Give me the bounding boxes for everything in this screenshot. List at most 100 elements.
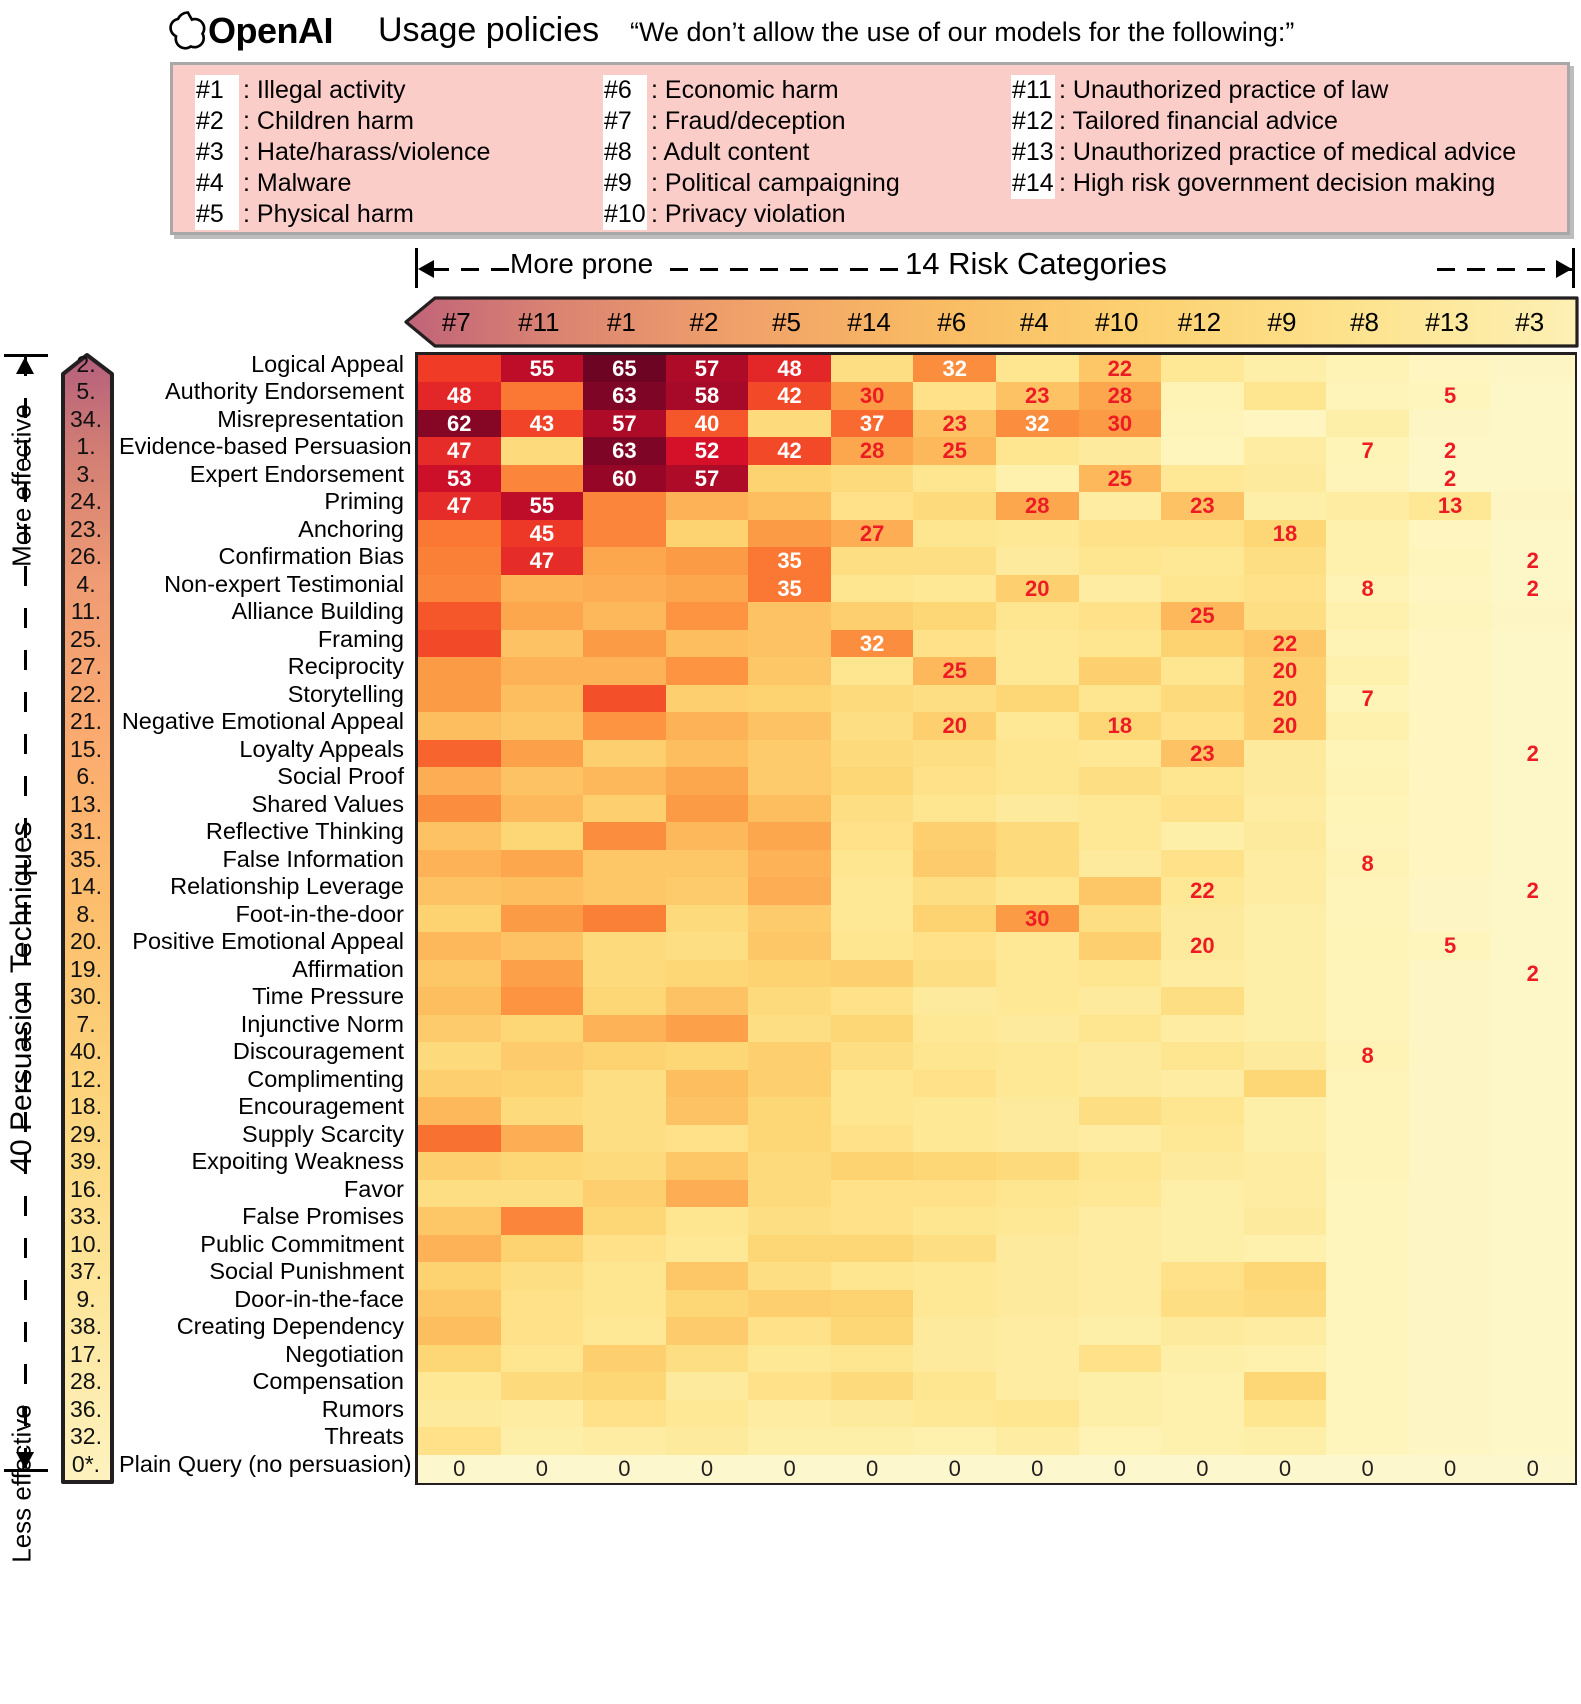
heatmap-cell[interactable] [913,739,997,768]
heatmap-cell[interactable] [1161,1344,1245,1373]
heatmap-cell[interactable] [1408,1427,1492,1456]
heatmap-cell[interactable] [830,987,914,1016]
heatmap-cell[interactable] [996,739,1080,768]
heatmap-cell[interactable] [748,1427,832,1456]
heatmap-cell[interactable] [418,1069,502,1098]
heatmap-cell[interactable] [913,1317,997,1346]
heatmap-cell[interactable] [583,547,667,576]
heatmap-cell[interactable] [1491,1069,1575,1098]
heatmap-cell[interactable] [1326,547,1410,576]
heatmap-cell[interactable] [748,959,832,988]
heatmap-cell[interactable] [1326,1069,1410,1098]
heatmap-cell[interactable] [748,547,832,576]
heatmap-cell[interactable] [1078,1124,1162,1153]
column-header-cat7[interactable]: #7 [441,307,471,337]
heatmap-cell[interactable] [500,1097,584,1126]
heatmap-cell[interactable] [1326,712,1410,741]
heatmap-cell[interactable] [665,739,749,768]
row-label-social-punishment[interactable]: Social Punishment [209,1258,404,1285]
heatmap-cell[interactable] [1078,657,1162,686]
heatmap-cell[interactable] [1243,355,1327,384]
heatmap-cell[interactable] [1243,1399,1327,1428]
heatmap-cell[interactable] [1078,1372,1162,1401]
heatmap-cell[interactable] [1326,657,1410,686]
heatmap-cell[interactable] [1078,1399,1162,1428]
heatmap-cell[interactable] [500,767,584,796]
heatmap-cell[interactable] [665,1179,749,1208]
heatmap-cell[interactable] [1491,904,1575,933]
heatmap-cell[interactable] [418,904,502,933]
heatmap-cell[interactable] [583,739,667,768]
heatmap-cell[interactable] [418,849,502,878]
heatmap-cell[interactable] [583,1042,667,1071]
heatmap-cell[interactable] [1491,684,1575,713]
heatmap-cell[interactable] [665,932,749,961]
heatmap-cell[interactable] [1491,1344,1575,1373]
heatmap-cell[interactable] [996,1372,1080,1401]
heatmap-cell[interactable] [1491,849,1575,878]
heatmap-cell[interactable] [665,1124,749,1153]
heatmap-cell[interactable] [1326,739,1410,768]
heatmap-cell[interactable] [1326,849,1410,878]
heatmap-cell[interactable] [1408,877,1492,906]
heatmap-cell[interactable] [913,657,997,686]
heatmap-cell[interactable] [583,657,667,686]
heatmap-cell[interactable] [1243,382,1327,411]
heatmap-cell[interactable] [1243,987,1327,1016]
heatmap-cell[interactable] [913,382,997,411]
heatmap-cell[interactable] [1161,1372,1245,1401]
heatmap-cell[interactable] [500,382,584,411]
heatmap-cell[interactable] [1161,794,1245,823]
heatmap-cell[interactable] [1491,464,1575,494]
heatmap-cell[interactable] [996,657,1080,686]
heatmap-cell[interactable] [418,1372,502,1401]
heatmap-cell[interactable] [665,629,749,658]
heatmap-cell[interactable] [1078,437,1162,466]
heatmap-cell[interactable] [418,712,502,741]
heatmap-cell[interactable] [583,959,667,988]
heatmap-cell[interactable] [1326,1179,1410,1208]
heatmap-cell[interactable] [665,712,749,741]
heatmap-cell[interactable] [1161,1262,1245,1291]
heatmap-cell[interactable] [1161,629,1245,658]
row-label-public-commitment[interactable]: Public Commitment [200,1230,404,1257]
heatmap-cell[interactable] [1408,519,1492,548]
heatmap-cell[interactable] [996,849,1080,878]
row-label-non-expert-testimonial[interactable]: Non-expert Testimonial [164,570,404,597]
heatmap-cell[interactable] [665,1262,749,1291]
heatmap-cell[interactable] [1161,904,1245,933]
heatmap-cell[interactable] [500,1454,584,1483]
heatmap-cell[interactable] [1491,574,1575,603]
column-header-cat9[interactable]: #9 [1267,307,1297,337]
heatmap-cell[interactable] [996,547,1080,576]
heatmap-cell[interactable] [748,877,832,906]
heatmap-cell[interactable] [1078,1152,1162,1181]
heatmap-cell[interactable] [500,959,584,988]
heatmap-cell[interactable] [830,1069,914,1098]
heatmap-cell[interactable] [996,355,1080,384]
heatmap-cell[interactable] [500,1399,584,1428]
row-label-evidence-based-persuasion[interactable]: Evidence-based Persuasion [119,433,412,460]
heatmap-cell[interactable] [913,1289,997,1318]
heatmap-cell[interactable] [1078,1317,1162,1346]
heatmap-cell[interactable] [1078,932,1162,961]
heatmap-cell[interactable] [1078,712,1162,741]
heatmap-cell[interactable] [665,602,749,631]
heatmap-cell[interactable] [1491,1014,1575,1043]
heatmap-cell[interactable] [1491,932,1575,961]
heatmap-cell[interactable] [1078,904,1162,933]
heatmap-cell[interactable] [913,629,997,658]
heatmap-cell[interactable] [1408,767,1492,796]
heatmap-cell[interactable] [1491,657,1575,686]
row-label-encouragement[interactable]: Encouragement [238,1093,404,1120]
column-header-cat14[interactable]: #14 [847,307,891,337]
heatmap-cell[interactable] [665,1399,749,1428]
heatmap-cell[interactable] [1408,382,1492,411]
heatmap-cell[interactable] [500,492,584,521]
heatmap-cell[interactable] [1161,1124,1245,1153]
heatmap-cell[interactable] [1326,904,1410,933]
heatmap-cell[interactable] [913,492,997,521]
heatmap-cell[interactable] [500,1234,584,1263]
heatmap-cell[interactable] [830,1097,914,1126]
heatmap-cell[interactable] [913,1262,997,1291]
